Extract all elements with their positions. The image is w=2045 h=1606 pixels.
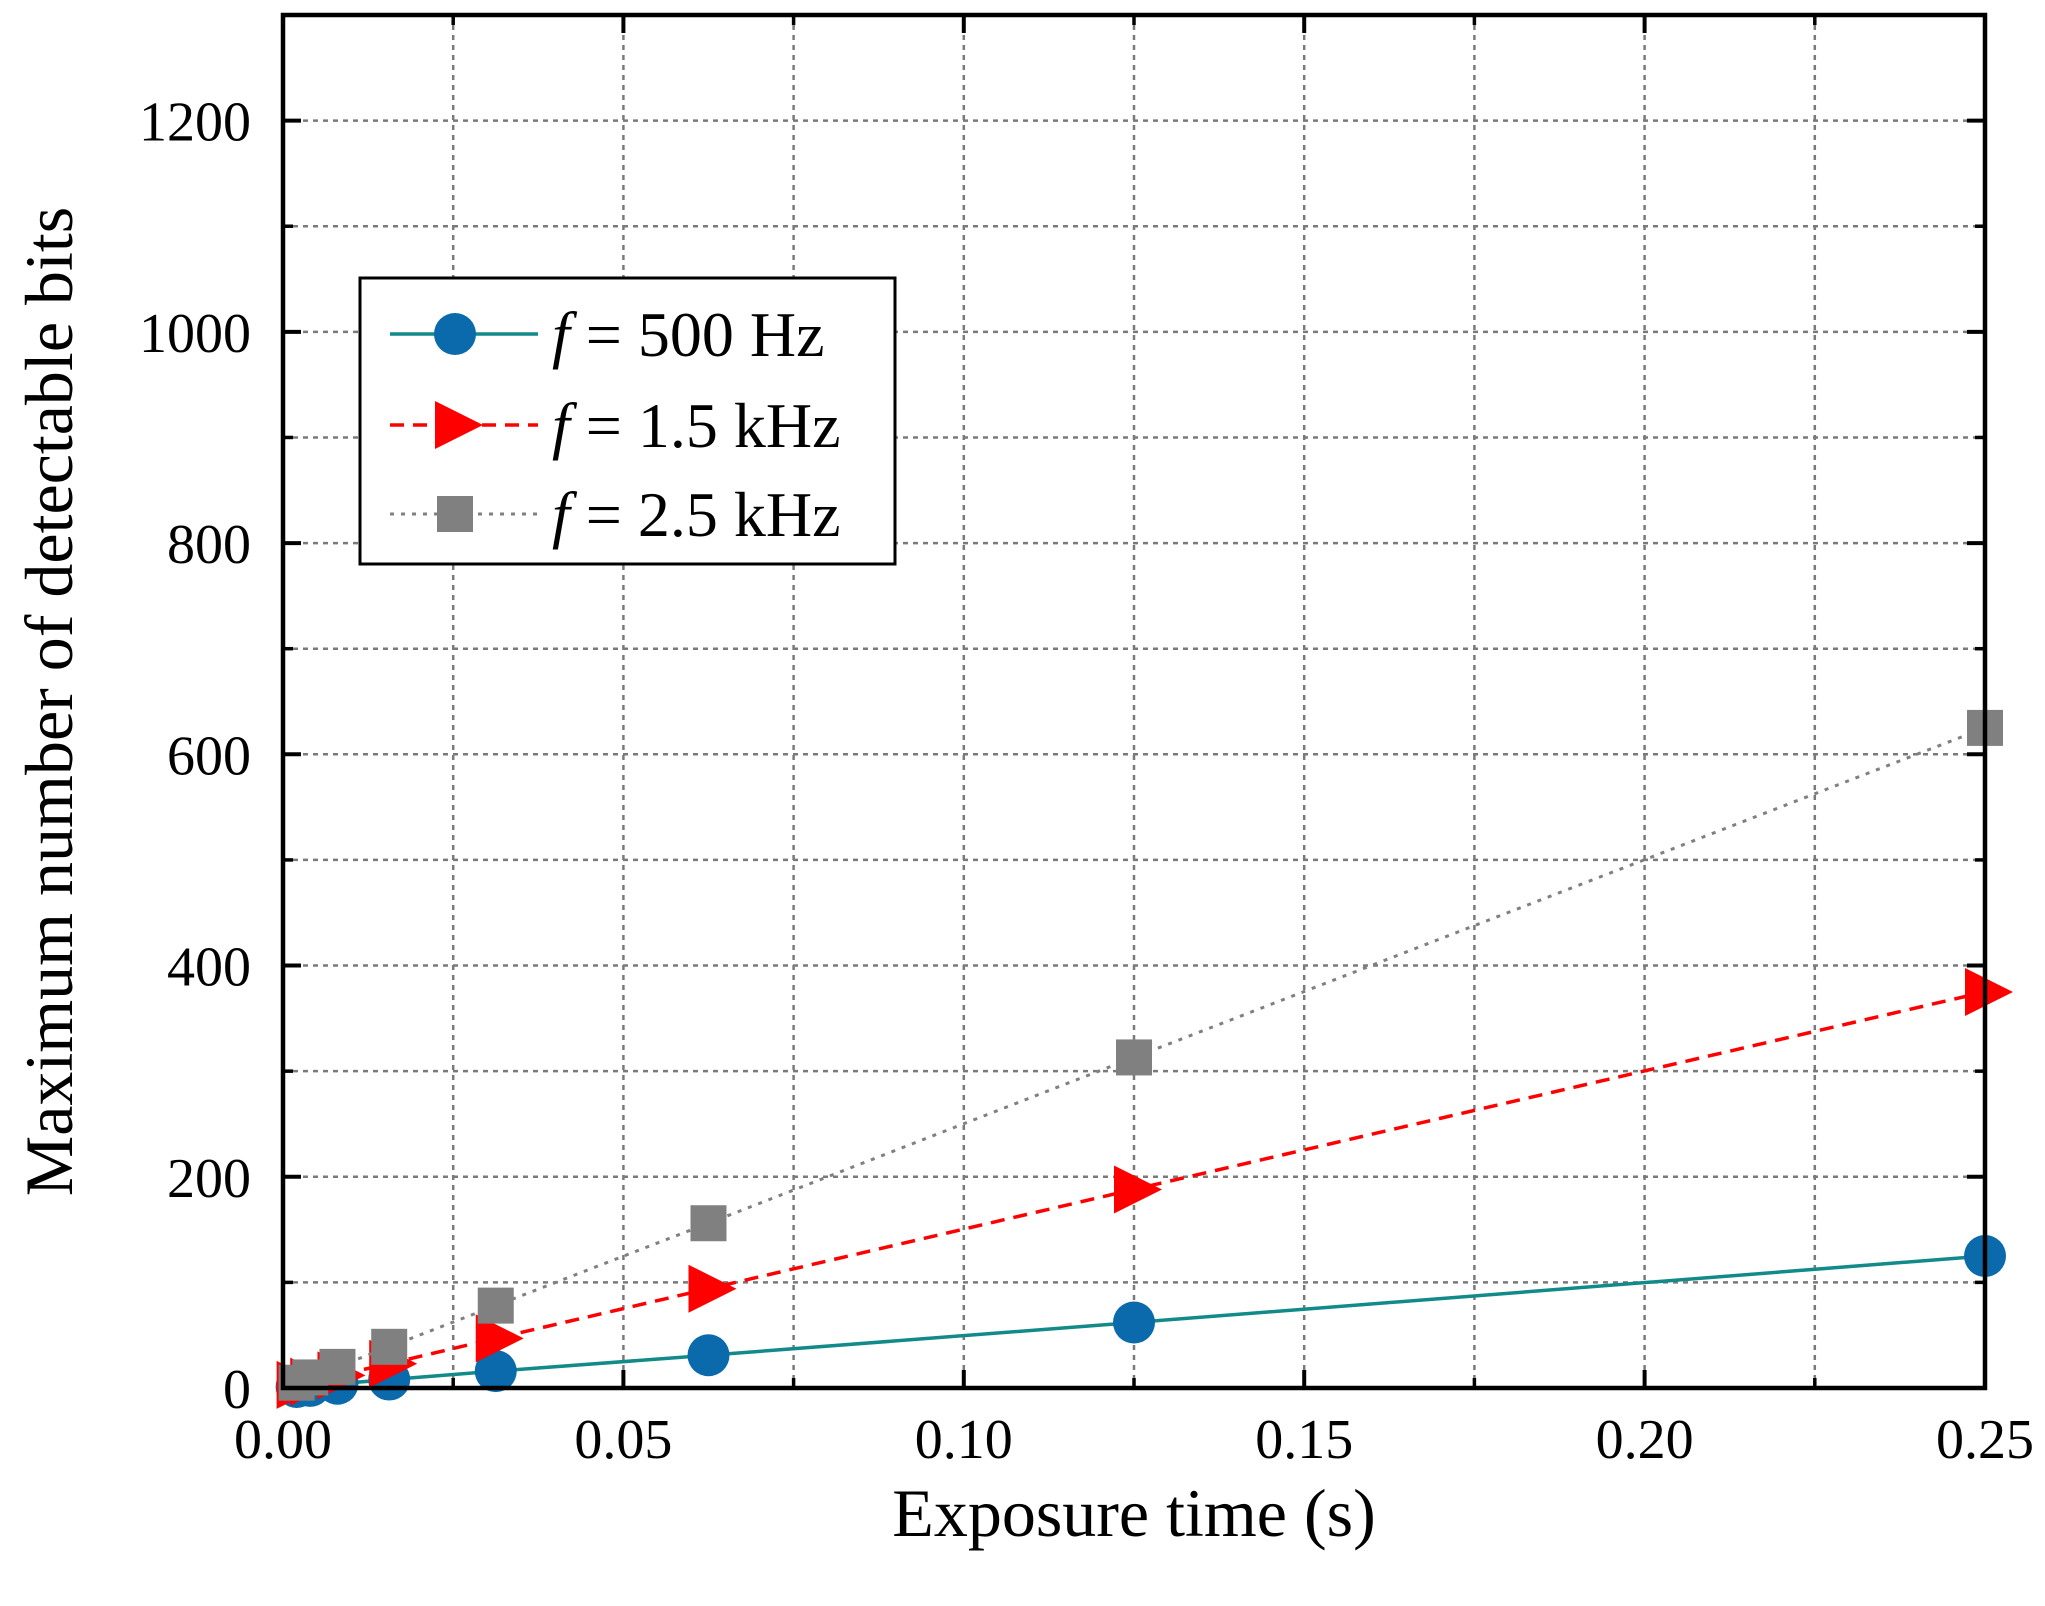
data-point: [690, 1205, 727, 1242]
legend-label-1: f = 500 Hz: [552, 299, 825, 370]
data-point: [1965, 967, 2013, 1016]
legend-marker-1: [434, 313, 476, 355]
data-point: [371, 1328, 408, 1365]
legend-value: = 2.5 kHz: [570, 479, 841, 550]
y-tick-label: 600: [167, 725, 251, 787]
data-point: [474, 1350, 517, 1393]
x-axis-title: Exposure time (s): [892, 1475, 1375, 1551]
y-tick-label: 1200: [139, 92, 251, 154]
y-tick-label: 0: [223, 1359, 251, 1421]
axis-ticks: 0.00 0.05 0.10 0.15 0.20 0.25 0 200 400 600 800 100…: [139, 15, 2034, 1471]
x-tick-label: 0.15: [1255, 1409, 1353, 1471]
legend: f = 500 Hz f = 1.5 kHz f = 2.5 kHz: [358, 276, 897, 566]
data-point: [475, 1314, 524, 1363]
data-point: [687, 1334, 730, 1377]
data-point: [1114, 1165, 1162, 1214]
legend-label-2: f = 1.5 kHz: [552, 390, 841, 461]
y-axis-title: Maximum number of detectable bits: [11, 207, 87, 1197]
y-tick-label: 800: [167, 514, 251, 576]
legend-value: = 500 Hz: [570, 299, 825, 370]
legend-value: = 1.5 kHz: [570, 390, 841, 461]
x-tick-label: 0.20: [1596, 1409, 1694, 1471]
y-tick-label: 1000: [139, 303, 251, 365]
legend-marker-3: [437, 496, 473, 532]
data-point: [477, 1287, 514, 1324]
y-tick-label: 400: [167, 937, 251, 999]
x-tick-label: 0.25: [1936, 1409, 2034, 1471]
data-point: [319, 1348, 356, 1385]
series-line-2: [296, 990, 1986, 1387]
grid: [283, 15, 1985, 1388]
y-tick-label: 200: [167, 1148, 251, 1210]
legend-marker-2: [435, 401, 483, 449]
data-point: [1116, 1039, 1152, 1076]
data-point: [1113, 1301, 1155, 1344]
axis-titles: Exposure time (s) Maximum number of dete…: [11, 207, 1376, 1551]
series-line-3: [296, 726, 1986, 1385]
x-tick-label: 0.10: [915, 1409, 1013, 1471]
legend-label-3: f = 2.5 kHz: [552, 479, 841, 550]
data-point: [688, 1264, 737, 1313]
x-tick-label: 0.05: [574, 1409, 672, 1471]
x-tick-label: 0.00: [234, 1409, 332, 1471]
